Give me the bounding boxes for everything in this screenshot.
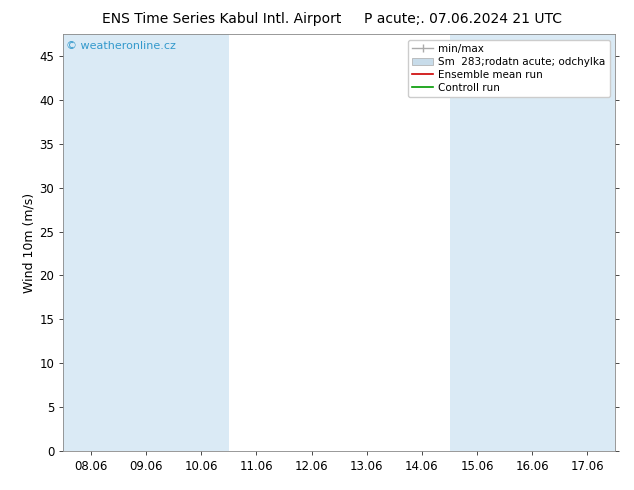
Text: ENS Time Series Kabul Intl. Airport: ENS Time Series Kabul Intl. Airport — [102, 12, 342, 26]
Text: © weatheronline.cz: © weatheronline.cz — [66, 41, 176, 50]
Text: P acute;. 07.06.2024 21 UTC: P acute;. 07.06.2024 21 UTC — [364, 12, 562, 26]
Bar — [63, 34, 119, 451]
Bar — [174, 34, 229, 451]
Y-axis label: Wind 10m (m/s): Wind 10m (m/s) — [22, 193, 36, 293]
Legend: min/max, Sm  283;rodatn acute; odchylka, Ensemble mean run, Controll run: min/max, Sm 283;rodatn acute; odchylka, … — [408, 40, 610, 97]
Bar — [505, 34, 560, 451]
Bar — [119, 34, 174, 451]
Bar — [560, 34, 615, 451]
Bar — [450, 34, 505, 451]
